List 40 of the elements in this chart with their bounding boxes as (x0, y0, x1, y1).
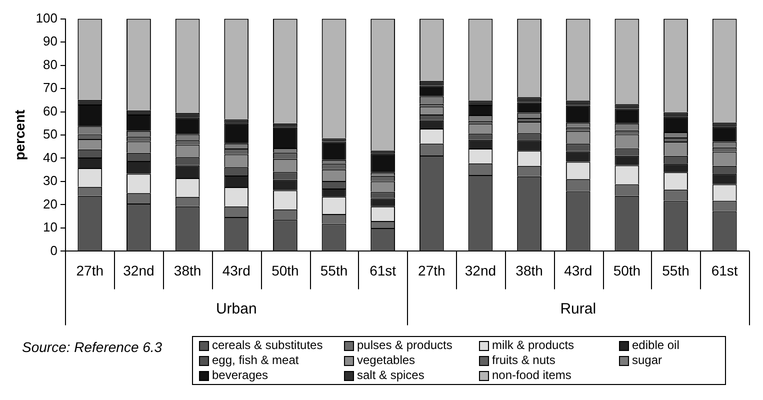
y-tick-label: 60 (43, 103, 58, 118)
x-tick-label: 32nd (464, 262, 496, 278)
text: Rural (560, 300, 596, 318)
y-tick-label: 50 (43, 126, 58, 142)
legend-label: cereals & substitutes (212, 338, 323, 353)
legend-label: sugar (632, 353, 662, 368)
legend-label: non-food items (492, 368, 572, 383)
legend-label: pulses & products (357, 338, 452, 353)
y-tick-label: 30 (43, 173, 58, 188)
x-tick-label: 55th (320, 262, 348, 278)
x-tick-label: 43rd (564, 262, 592, 278)
y-tick-label: 0 (50, 242, 58, 258)
x-tick-label: 27th (418, 262, 446, 278)
y-axis-title: percent (11, 109, 28, 160)
x-tick-label: 27th (76, 262, 104, 278)
x-tick-label: 38th (174, 262, 202, 278)
x-tick-label: 43rd (222, 262, 250, 278)
legend-label: milk & products (492, 338, 574, 353)
y-tick-label: 100 (36, 10, 58, 26)
y-tick-label: 40 (43, 150, 58, 165)
legend-label: fruits & nuts (492, 353, 556, 368)
x-tick-label: 50th (613, 262, 641, 278)
text: Urban (216, 300, 257, 318)
x-tick-label: 50th (272, 262, 299, 278)
legend-label: salt & spices (357, 368, 424, 383)
legend-label: egg, fish & meat (212, 353, 299, 368)
legend-label: edible oil (632, 338, 680, 353)
x-tick-label: 55th (662, 262, 690, 278)
y-tick-label: 20 (43, 196, 58, 212)
source-note: Source: Reference 6.3 (21, 338, 164, 357)
x-tick-label: 61st (370, 262, 396, 278)
y-tick-label: 10 (43, 220, 58, 235)
y-tick-label: 70 (43, 80, 58, 96)
x-tick-label: 38th (516, 262, 543, 278)
y-tick-label: 90 (43, 34, 58, 49)
y-tick-label: 80 (43, 56, 58, 72)
legend-label: vegetables (357, 353, 416, 368)
x-tick-label: 32nd (123, 262, 154, 278)
x-tick-label: 61st (711, 262, 738, 278)
legend-label: beverages (212, 368, 268, 383)
